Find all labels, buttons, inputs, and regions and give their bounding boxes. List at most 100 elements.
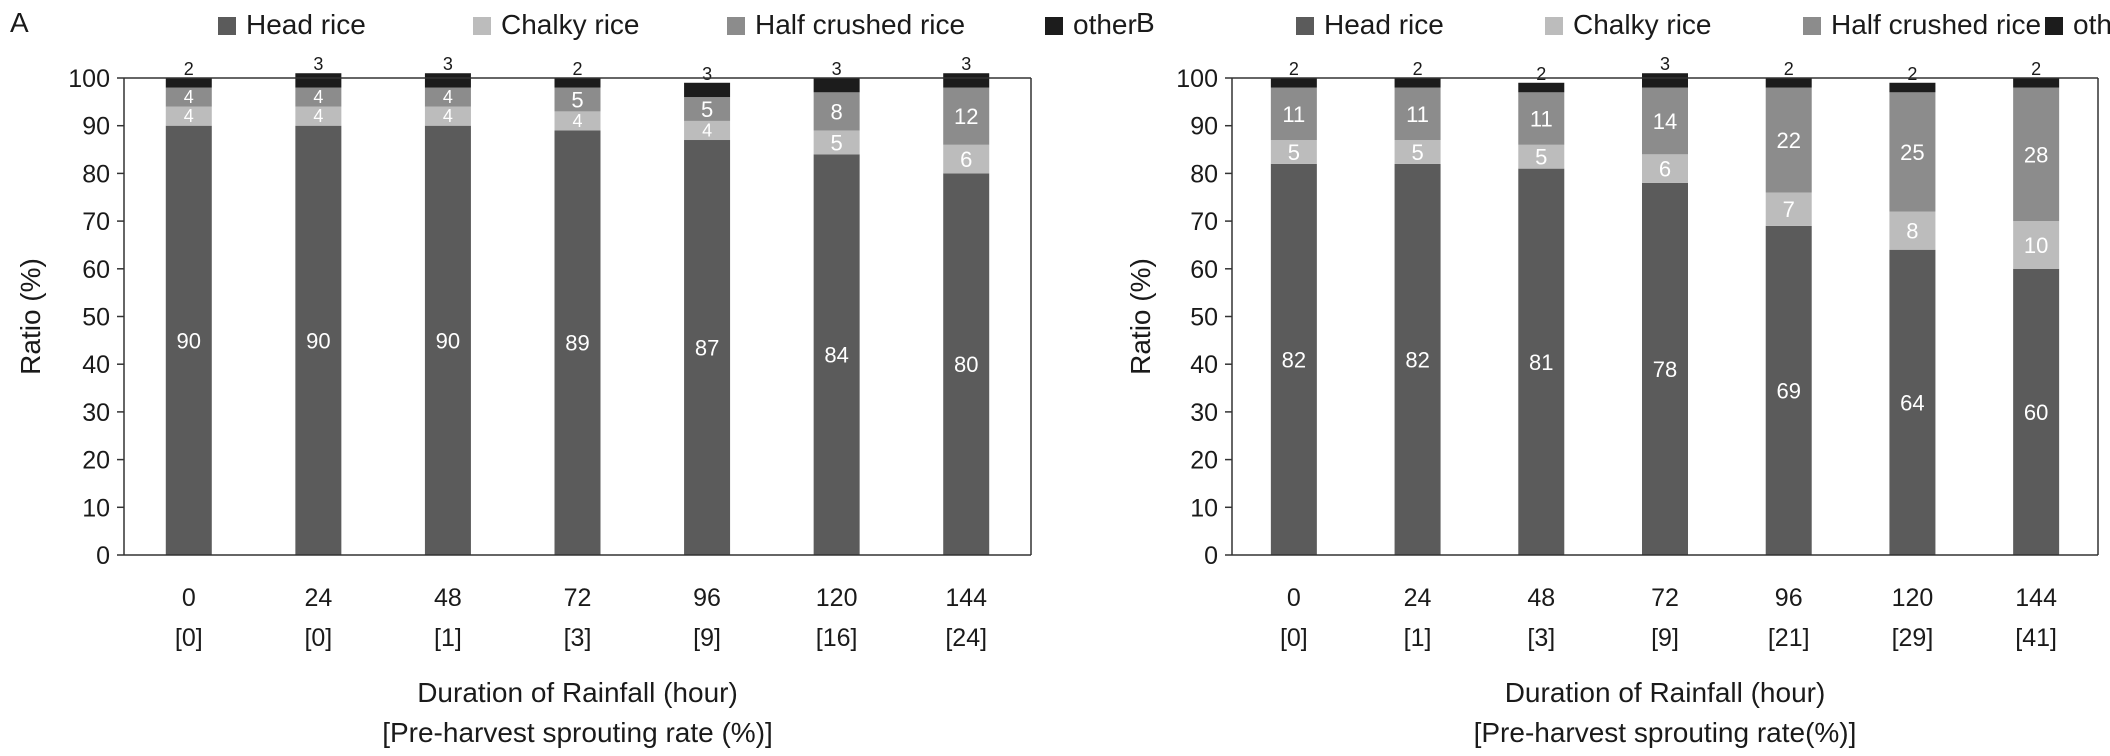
data-label-3-1: 2 (1413, 59, 1423, 79)
bar-segment-2-3 (554, 87, 601, 112)
x-tick-label: 24 (1404, 584, 1432, 612)
bar-segment-0-2 (1518, 168, 1565, 555)
y-tick-label: 10 (82, 494, 110, 522)
data-label-1-5: 8 (1906, 219, 1918, 244)
data-label-2-0: 4 (184, 87, 194, 107)
panel-a: A Head rice Chalky rice Half crushed rice ot… (10, 7, 1137, 748)
y-tick-label: 50 (1190, 304, 1218, 332)
data-label-1-2: 4 (443, 106, 453, 126)
data-label-2-6: 28 (2024, 142, 2048, 167)
x-tick-sublabel: [9] (693, 624, 721, 652)
x-tick-sublabel: [41] (2015, 624, 2057, 652)
x-tick-sublabel: [16] (816, 624, 858, 652)
legend-label-2: Half crushed rice (1831, 9, 2041, 40)
data-label-2-1: 11 (1406, 102, 1429, 127)
y-tick-label: 40 (1190, 351, 1218, 379)
bar-segment-1-6 (2013, 221, 2060, 269)
data-label-2-4: 22 (1776, 128, 1800, 153)
bar-segment-3-3 (554, 78, 601, 88)
bar-segment-1-2 (1518, 144, 1565, 169)
y-tick-label: 0 (96, 542, 110, 570)
x-tick-label: 120 (1892, 584, 1934, 612)
bar-segment-1-3 (1642, 154, 1688, 183)
bar-segment-2-3 (1642, 87, 1688, 155)
legend-swatch-2 (1803, 17, 1821, 35)
x-axis-label-2: [Pre-harvest sprouting rate (%)] (382, 717, 773, 748)
bar-segment-2-1 (295, 87, 342, 107)
y-tick-label: 30 (82, 399, 110, 427)
bar-segment-1-0 (1270, 140, 1317, 164)
y-tick-label: 90 (1190, 113, 1218, 141)
legend-label-0: Head rice (1324, 9, 1444, 40)
bar-segment-2-0 (165, 87, 212, 107)
bar-segment-3-6 (943, 73, 990, 88)
data-label-0-2: 90 (436, 328, 460, 353)
data-label-2-0: 11 (1282, 102, 1305, 127)
bar-segment-0-6 (2013, 268, 2060, 555)
x-tick-sublabel: [29] (1892, 624, 1934, 652)
data-label-2-5: 25 (1900, 140, 1924, 165)
data-label-0-3: 78 (1653, 357, 1677, 382)
bar-segment-0-1 (1394, 163, 1441, 556)
x-tick-label: 0 (1287, 584, 1301, 612)
data-label-2-1: 4 (313, 87, 323, 107)
y-tick-label: 100 (1176, 65, 1218, 93)
data-label-1-0: 5 (1288, 140, 1300, 165)
data-label-2-2: 11 (1530, 107, 1553, 132)
bar-segment-2-1 (1394, 87, 1441, 141)
data-label-2-6: 12 (954, 104, 978, 129)
y-tick-label: 70 (1190, 208, 1218, 236)
data-label-0-1: 90 (306, 328, 330, 353)
data-label-1-5: 5 (831, 130, 843, 155)
bar-segment-3-1 (1394, 78, 1441, 88)
y-tick-label: 10 (1190, 494, 1218, 522)
x-tick-sublabel: [0] (175, 624, 203, 652)
x-tick-sublabel: [1] (434, 624, 462, 652)
bar-segment-2-2 (1518, 92, 1565, 145)
x-tick-sublabel: [1] (1404, 624, 1432, 652)
legend-label-2: Half crushed rice (755, 9, 965, 40)
bar-segment-1-4 (1765, 192, 1812, 226)
y-axis-label: Ratio (%) (15, 258, 46, 375)
bar-segment-0-0 (165, 125, 212, 555)
y-tick-label: 40 (82, 351, 110, 379)
y-tick-label: 80 (82, 160, 110, 188)
data-label-1-3: 6 (1659, 157, 1671, 182)
bar-segment-0-5 (813, 154, 860, 555)
bar-segment-1-5 (813, 130, 860, 155)
data-label-1-6: 6 (960, 147, 972, 172)
data-label-2-5: 8 (831, 99, 843, 124)
y-tick-label: 100 (68, 65, 110, 93)
data-label-3-4: 3 (702, 64, 712, 84)
y-tick-label: 20 (82, 447, 110, 475)
data-label-2-4: 5 (701, 97, 713, 122)
legend-swatch-3 (2045, 17, 2063, 35)
data-label-1-3: 4 (572, 111, 582, 131)
bar-segment-2-2 (424, 87, 471, 107)
data-label-0-5: 64 (1900, 390, 1924, 415)
bar-segment-0-2 (424, 125, 471, 555)
x-axis-label-2: [Pre-harvest sprouting rate(%)] (1474, 717, 1857, 748)
bar-segment-0-4 (1765, 225, 1812, 555)
legend-swatch-0 (1296, 17, 1314, 35)
x-tick-label: 144 (945, 584, 987, 612)
data-label-1-0: 4 (184, 106, 194, 126)
y-tick-label: 20 (1190, 447, 1218, 475)
data-label-0-3: 89 (565, 331, 589, 356)
data-label-0-6: 80 (954, 352, 978, 377)
data-label-0-4: 87 (695, 336, 719, 361)
bar-segment-0-6 (943, 173, 990, 555)
data-label-1-6: 10 (2024, 233, 2048, 258)
bar-segment-0-4 (684, 140, 731, 555)
panel-label: B (1136, 7, 1155, 38)
data-label-0-1: 82 (1405, 347, 1429, 372)
x-tick-sublabel: [3] (1527, 624, 1555, 652)
data-label-0-0: 82 (1282, 347, 1306, 372)
legend-label-3: other (1073, 9, 1137, 40)
legend-swatch-1 (473, 17, 491, 35)
data-label-3-0: 2 (184, 59, 194, 79)
data-label-2-3: 5 (571, 87, 583, 112)
bar-segment-1-3 (554, 111, 601, 131)
data-label-3-6: 3 (961, 54, 971, 74)
